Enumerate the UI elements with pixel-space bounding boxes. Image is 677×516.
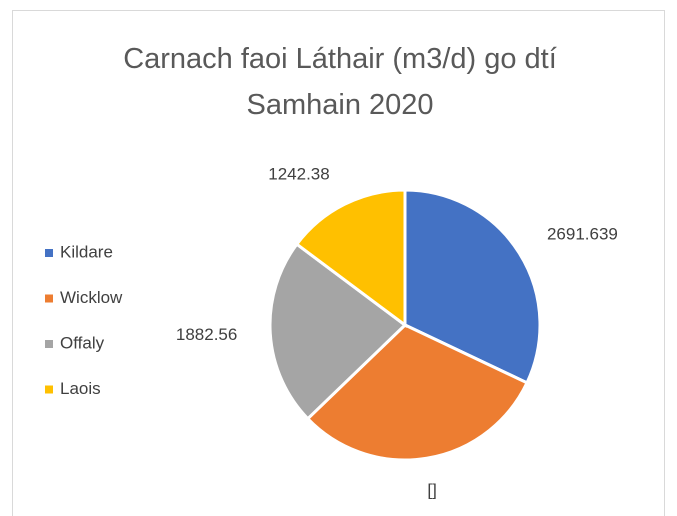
legend-label: Laois [60, 379, 101, 398]
legend-swatch [45, 340, 53, 348]
legend-label: Offaly [60, 333, 105, 352]
data-label: 1882.56 [176, 325, 237, 344]
data-label: 1242.38 [268, 164, 329, 183]
data-label: 2691.639 [547, 225, 618, 244]
pie-slice [305, 323, 529, 462]
pie-slice [294, 188, 407, 328]
legend-label: Kildare [60, 242, 113, 261]
pie-slice [268, 242, 408, 421]
legend-swatch [45, 294, 53, 303]
legend-swatch [45, 249, 53, 257]
data-label: [] [427, 480, 436, 499]
chart-title: Carnach faoi Láthair (m3/d) go dtí Samha… [123, 43, 557, 121]
pie-slice [403, 188, 542, 385]
legend-label: Wicklow [60, 288, 123, 307]
legend-swatch [45, 385, 53, 394]
